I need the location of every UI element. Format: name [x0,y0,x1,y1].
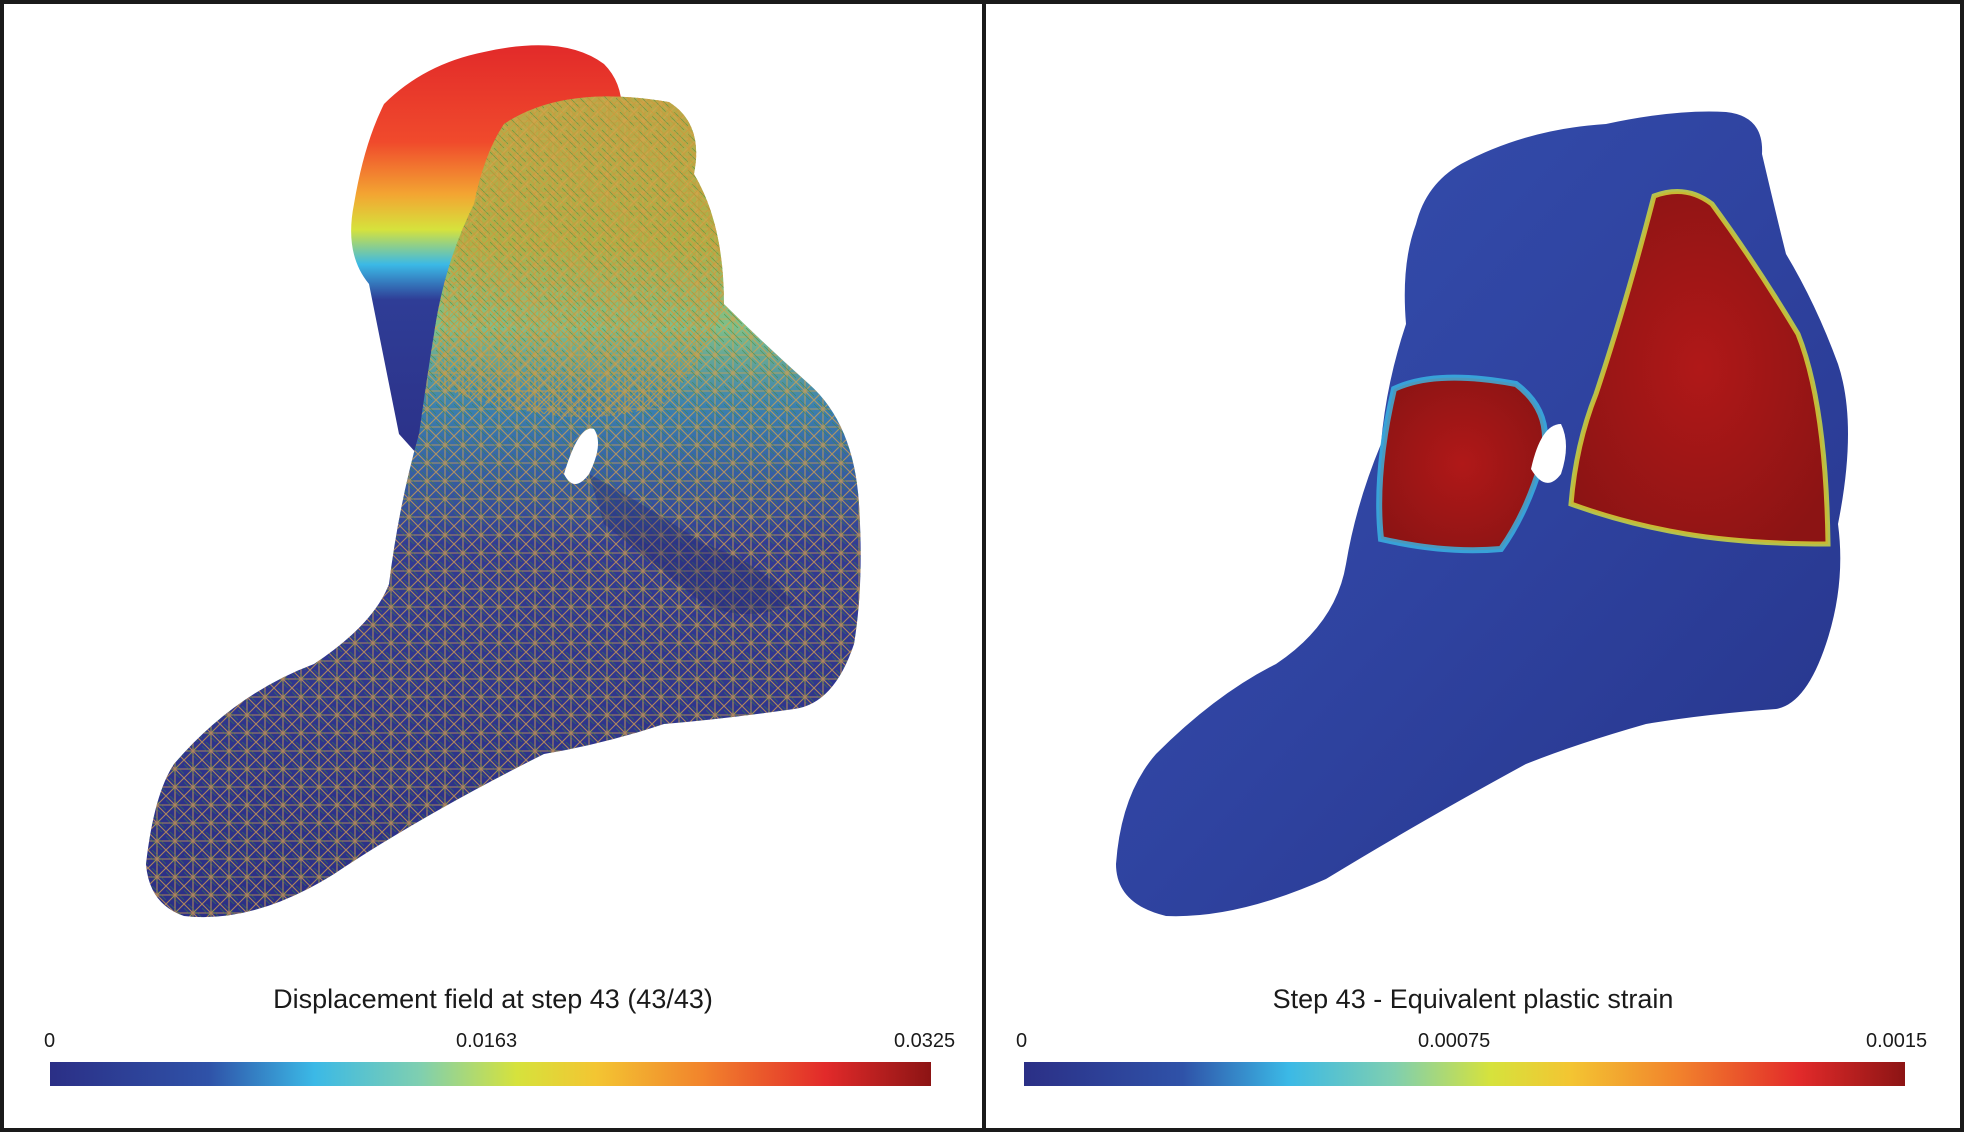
strain-colorbar-title: Step 43 - Equivalent plastic strain [1272,984,1674,1014]
shadow-groove [589,474,794,614]
plastic-strain-panel: Step 43 - Equivalent plastic strain 0 0.… [986,4,1960,1128]
strain-tick-mid: 0.00075 [1418,1030,1491,1052]
panel-divider [982,4,986,1128]
displacement-mesh-render [146,45,861,918]
strain-tick-max: 0.0015 [1866,1030,1928,1052]
displacement-tick-max: 0.0325 [894,1030,956,1052]
displacement-panel: Displacement field at step 43 (43/43) 0 … [4,4,982,1128]
dense-mesh-overlay [434,96,724,418]
strain-tick-min: 0 [1016,1030,1028,1052]
displacement-colorbar-title: Displacement field at step 43 (43/43) [273,984,713,1014]
hole [564,428,598,484]
displacement-tick-min: 0 [44,1030,56,1052]
plastic-zone-left [1376,374,1549,554]
displacement-tick-mid: 0.0163 [456,1030,518,1052]
displacement-colorbar [50,1062,931,1086]
plastic-zone-right [1568,189,1831,547]
strain-colorbar [1024,1062,1905,1086]
strain-hole [1531,424,1566,483]
plastic-strain-render [1116,111,1848,917]
